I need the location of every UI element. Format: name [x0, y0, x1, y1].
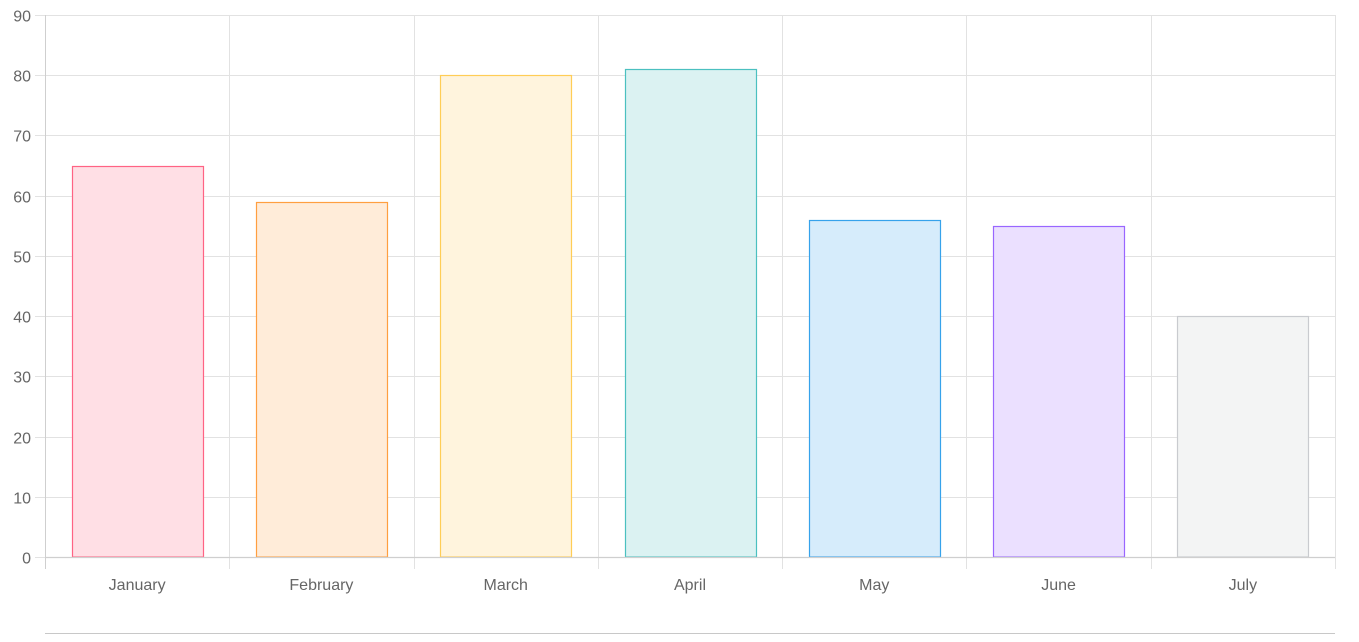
y-tick-label: 50 — [13, 250, 31, 267]
y-tick-label: 20 — [13, 431, 31, 448]
x-tick-label: February — [289, 577, 353, 594]
bar-july — [1176, 315, 1310, 558]
x-tick-label: March — [483, 577, 527, 594]
x-tick-label: January — [109, 577, 166, 594]
bar-may — [808, 219, 942, 558]
x-tick-label: May — [859, 577, 889, 594]
y-tick-label: 10 — [13, 491, 31, 508]
bottom-divider — [45, 633, 1335, 634]
y-tick-label: 70 — [13, 129, 31, 146]
y-tick-label: 40 — [13, 310, 31, 327]
y-tick-label: 60 — [13, 190, 31, 207]
x-tick-label: June — [1041, 577, 1076, 594]
x-tick-label: July — [1229, 577, 1257, 594]
x-axis-tick-labels: January February March April May June July — [109, 577, 1257, 594]
bar-february — [255, 201, 389, 558]
y-tick-label: 30 — [13, 370, 31, 387]
y-axis-tick-labels: 0 10 20 30 40 50 60 70 80 90 — [13, 9, 31, 568]
y-tick-label: 90 — [13, 9, 31, 26]
bar-january — [71, 165, 205, 558]
bar-april — [624, 68, 758, 558]
x-tick-label: April — [674, 577, 706, 594]
y-tick-label: 0 — [22, 551, 31, 568]
y-tick-label: 80 — [13, 69, 31, 86]
axes — [45, 15, 1335, 569]
bar-june — [992, 225, 1126, 558]
bar-march — [439, 74, 573, 558]
bars — [71, 68, 1310, 558]
